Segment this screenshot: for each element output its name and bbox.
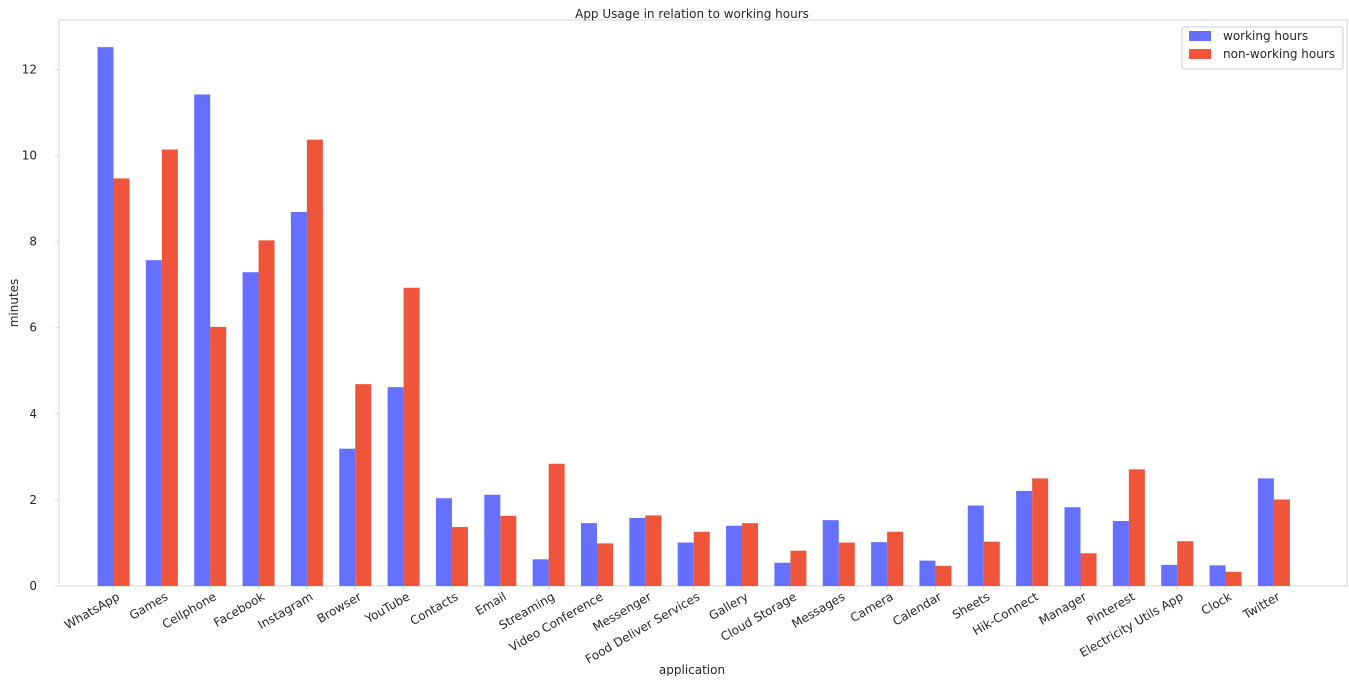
- bar-non-working-hours-gallery: [742, 523, 759, 586]
- bar-non-working-hours-streaming: [548, 463, 565, 586]
- bar-working-hours-food-deliver-services: [677, 542, 694, 586]
- bar-working-hours-camera: [871, 542, 888, 586]
- bar-non-working-hours-twitter: [1273, 499, 1290, 586]
- bar-non-working-hours-calendar: [935, 565, 952, 586]
- bar-working-hours-streaming: [532, 559, 549, 586]
- bar-working-hours-gallery: [726, 525, 743, 586]
- bar-non-working-hours-camera: [887, 531, 904, 586]
- bars-layer: [97, 47, 1290, 587]
- bar-working-hours-cloud-storage: [774, 562, 791, 586]
- bar-non-working-hours-games: [161, 149, 178, 586]
- bar-working-hours-messages: [822, 520, 839, 586]
- bar-working-hours-contacts: [435, 498, 452, 586]
- bar-non-working-hours-pinterest: [1128, 469, 1145, 586]
- x-tick-label: Manager: [1036, 589, 1089, 627]
- bar-working-hours-games: [145, 260, 162, 586]
- x-tick-label: Browser: [315, 589, 364, 625]
- legend-swatch-working-hours: [1189, 31, 1211, 41]
- legend-label-working-hours: working hours: [1223, 29, 1308, 43]
- y-axis-label: minutes: [7, 279, 21, 328]
- bar-working-hours-pinterest: [1112, 521, 1129, 586]
- bar-non-working-hours-electricity-utils-app: [1177, 541, 1194, 586]
- y-axis: 0 2 4 6 8 10 12: [22, 62, 59, 593]
- bar-non-working-hours-cloud-storage: [790, 550, 807, 586]
- bar-working-hours-messenger: [629, 517, 646, 586]
- bar-working-hours-manager: [1064, 507, 1081, 586]
- bar-working-hours-hik-connect: [1016, 490, 1033, 586]
- bar-working-hours-browser: [339, 448, 356, 586]
- y-tick-label: 4: [29, 407, 37, 421]
- bar-non-working-hours-facebook: [258, 240, 275, 586]
- bar-non-working-hours-contacts: [451, 527, 468, 586]
- x-tick-label: Cellphone: [160, 589, 219, 631]
- bar-non-working-hours-video-conference: [597, 543, 613, 586]
- bar-working-hours-whatsapp: [97, 47, 114, 587]
- x-tick-label: Instagram: [256, 589, 316, 632]
- legend-swatch-non-working-hours: [1189, 49, 1211, 59]
- x-tick-label: Contacts: [408, 589, 461, 628]
- bar-non-working-hours-manager: [1080, 553, 1097, 586]
- x-tick-label: Messages: [789, 589, 847, 631]
- bar-non-working-hours-cellphone: [210, 326, 227, 586]
- x-tick-label: Twitter: [1240, 589, 1283, 622]
- y-tick-label: 6: [29, 321, 37, 335]
- x-tick-label: Clock: [1199, 589, 1234, 617]
- bar-non-working-hours-youtube: [403, 287, 420, 586]
- bar-working-hours-calendar: [919, 560, 936, 586]
- x-tick-label: Calendar: [890, 589, 944, 628]
- x-tick-label: YouTube: [362, 589, 412, 626]
- bar-working-hours-youtube: [387, 387, 404, 586]
- bar-non-working-hours-messenger: [645, 515, 662, 586]
- bar-working-hours-electricity-utils-app: [1161, 564, 1178, 586]
- bar-working-hours-email: [484, 494, 501, 586]
- bar-non-working-hours-sheets: [983, 541, 1000, 586]
- legend-label-non-working-hours: non-working hours: [1223, 47, 1335, 61]
- bar-non-working-hours-hik-connect: [1032, 478, 1049, 586]
- bar-working-hours-sheets: [967, 505, 984, 586]
- bar-non-working-hours-clock: [1225, 571, 1242, 586]
- bar-non-working-hours-browser: [355, 384, 372, 586]
- bar-non-working-hours-instagram: [306, 139, 323, 586]
- x-tick-label: Camera: [848, 589, 896, 625]
- x-tick-label: WhatsApp: [62, 589, 122, 632]
- y-tick-label: 2: [29, 493, 37, 507]
- x-tick-label: Email: [473, 589, 509, 618]
- legend-box: [1181, 26, 1344, 70]
- y-tick-label: 8: [29, 235, 37, 249]
- bar-working-hours-cellphone: [194, 94, 211, 587]
- bar-non-working-hours-messages: [838, 542, 855, 586]
- y-tick-label: 0: [29, 579, 37, 593]
- y-tick-label: 10: [22, 149, 37, 163]
- bar-working-hours-video-conference: [581, 523, 597, 586]
- bar-working-hours-clock: [1209, 565, 1226, 586]
- legend: working hours non-working hours: [1181, 26, 1344, 70]
- y-tick-label: 12: [22, 62, 37, 76]
- bar-working-hours-facebook: [242, 272, 259, 586]
- bar-working-hours-instagram: [290, 211, 307, 586]
- bar-working-hours-twitter: [1257, 478, 1274, 586]
- x-axis-label: application: [659, 663, 725, 676]
- chart-title: App Usage in relation to working hours: [575, 7, 809, 21]
- bar-non-working-hours-food-deliver-services: [693, 531, 710, 586]
- bar-non-working-hours-email: [500, 515, 517, 586]
- bar-non-working-hours-whatsapp: [113, 178, 130, 586]
